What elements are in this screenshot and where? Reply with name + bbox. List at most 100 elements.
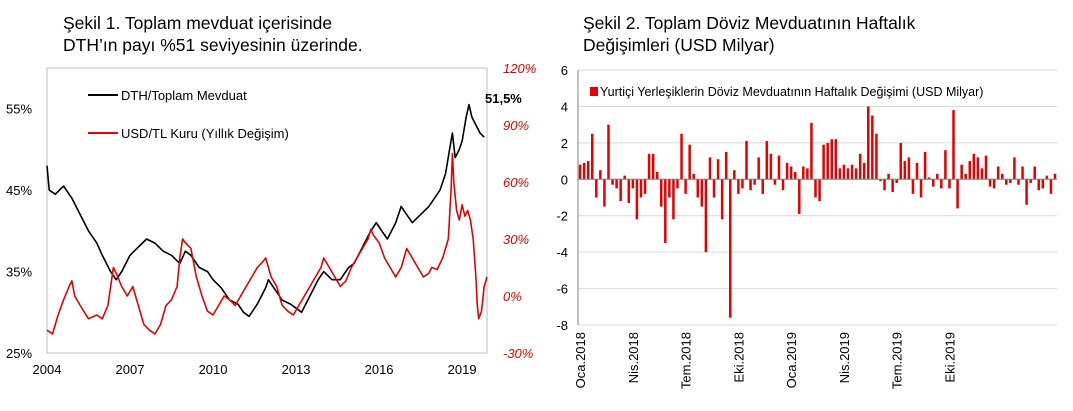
legend-label-dth: DTH/Toplam Mevduat bbox=[121, 88, 247, 103]
bar bbox=[1017, 179, 1020, 185]
bar bbox=[688, 144, 691, 180]
line-chart-svg: 25% 35% 45% 55% -30% 0% 30% 60% 90% 120% 2004 2007 2… bbox=[6, 61, 536, 377]
bar bbox=[1053, 173, 1057, 180]
y-tick-label: 2 bbox=[561, 136, 568, 151]
bar bbox=[810, 122, 813, 180]
y-tick-label: -4 bbox=[556, 245, 568, 260]
y-right-tick-label: -30% bbox=[503, 346, 533, 361]
bar bbox=[708, 157, 712, 180]
bar bbox=[1033, 166, 1036, 180]
y-tick-label: -2 bbox=[556, 209, 568, 224]
bar bbox=[757, 157, 760, 180]
bar bbox=[729, 179, 732, 318]
bar bbox=[586, 161, 590, 180]
bar bbox=[635, 179, 639, 220]
bar bbox=[712, 179, 716, 198]
x-tick-label: 2007 bbox=[116, 362, 145, 377]
bar bbox=[720, 179, 724, 220]
legend-swatch bbox=[590, 87, 598, 96]
bar bbox=[595, 179, 598, 198]
bar bbox=[578, 164, 582, 180]
bar bbox=[1045, 175, 1049, 180]
bar bbox=[761, 179, 764, 194]
bar bbox=[927, 177, 931, 180]
x-tick-label: Oca.2019 bbox=[784, 332, 799, 388]
bar bbox=[716, 159, 720, 180]
bar bbox=[968, 161, 972, 180]
bar bbox=[631, 179, 635, 189]
bar bbox=[765, 141, 769, 180]
bar bbox=[1021, 166, 1024, 180]
chart2-title-line2: Değişimleri (USD Milyar) bbox=[583, 35, 775, 55]
bar bbox=[749, 179, 752, 191]
bar bbox=[668, 179, 671, 198]
bar bbox=[660, 179, 663, 207]
bar bbox=[647, 153, 651, 180]
bar bbox=[883, 179, 886, 191]
y-left-tick-label: 55% bbox=[6, 102, 32, 117]
chart1-title-line1: Şekil 1. Toplam mevduat içerisinde bbox=[63, 13, 333, 33]
bar bbox=[875, 133, 878, 180]
legend-label-usd: USD/TL Kuru (Yıllık Değişim) bbox=[121, 126, 289, 141]
bar bbox=[907, 157, 911, 180]
y-tick-label: 0 bbox=[561, 172, 568, 187]
bar bbox=[960, 164, 963, 180]
bar bbox=[611, 179, 614, 185]
bar bbox=[599, 170, 602, 180]
bar bbox=[903, 161, 907, 180]
bar bbox=[1000, 173, 1004, 180]
bar bbox=[1037, 179, 1041, 191]
bar bbox=[895, 179, 898, 183]
bar bbox=[704, 179, 708, 253]
bar bbox=[627, 179, 631, 203]
bar bbox=[822, 144, 825, 180]
bar bbox=[798, 179, 801, 214]
x-tick-label: Eki.2019 bbox=[942, 332, 957, 383]
bar bbox=[826, 142, 829, 180]
series-line-dth bbox=[46, 103, 485, 318]
y-tick-label: 6 bbox=[561, 63, 568, 78]
bar bbox=[879, 179, 882, 182]
bar bbox=[737, 179, 740, 194]
bar bbox=[802, 166, 805, 180]
bar bbox=[980, 168, 984, 180]
bar bbox=[745, 141, 748, 180]
x-tick-label: 2016 bbox=[365, 362, 394, 377]
bar bbox=[952, 110, 955, 180]
bar bbox=[871, 115, 874, 180]
bar bbox=[623, 175, 626, 180]
bar bbox=[696, 179, 700, 198]
x-tick-label: 2010 bbox=[199, 362, 228, 377]
plot-area-1 bbox=[46, 67, 488, 354]
annotation-label: 51,5% bbox=[485, 91, 522, 106]
y-right-tick-label: 90% bbox=[503, 118, 529, 133]
y-tick-label: 4 bbox=[561, 99, 568, 114]
bar bbox=[931, 179, 935, 187]
bar bbox=[603, 179, 606, 207]
x-tick-label: 2019 bbox=[448, 362, 477, 377]
bar bbox=[700, 179, 704, 207]
bar bbox=[944, 150, 947, 180]
bar bbox=[830, 139, 834, 180]
x-tick-label: Eki.2018 bbox=[731, 332, 746, 383]
bar bbox=[741, 179, 744, 189]
bar bbox=[846, 168, 850, 180]
bar bbox=[789, 166, 793, 180]
bar bbox=[854, 168, 858, 180]
y-right-tick-label: 120% bbox=[503, 61, 536, 76]
x-tick-label: Oca.2018 bbox=[573, 332, 588, 388]
bar bbox=[887, 173, 890, 180]
bar bbox=[1041, 179, 1045, 189]
bar bbox=[777, 155, 781, 180]
bar bbox=[915, 162, 919, 180]
bar bbox=[992, 179, 996, 189]
y-left-tick-label: 25% bbox=[6, 346, 32, 361]
x-tick-label: Nis.2019 bbox=[837, 332, 852, 383]
bar bbox=[923, 151, 927, 180]
bar bbox=[940, 179, 943, 189]
bar bbox=[733, 170, 736, 180]
bar bbox=[1049, 179, 1053, 194]
bar bbox=[858, 153, 862, 180]
y-right-tick-label: 30% bbox=[503, 232, 529, 247]
legend-label: Yurtiçi Yerleşiklerin Döviz Mevduatının … bbox=[600, 85, 983, 99]
